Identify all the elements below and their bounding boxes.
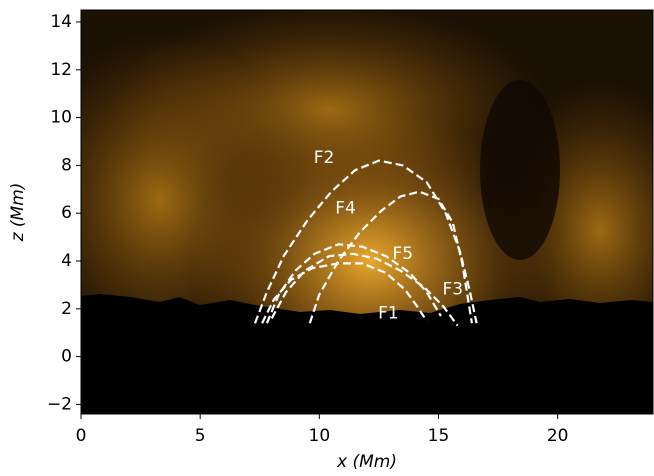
x-tick-label: 20 <box>547 426 569 446</box>
y-tick-label: 6 <box>61 203 72 223</box>
y-axis-label: z (Mm) <box>8 183 28 243</box>
x-tick-label: 10 <box>309 426 331 446</box>
x-axis-label: x (Mm) <box>336 452 397 472</box>
line-label: F1 <box>378 304 399 324</box>
line-label: F4 <box>335 198 356 218</box>
chart: F1F2F3F4F5 x (Mm) z (Mm) 05101520−202468… <box>0 0 654 472</box>
line-label: F2 <box>314 148 335 168</box>
y-tick-label: 10 <box>50 108 72 128</box>
y-tick-label: 8 <box>61 155 72 175</box>
y-tick-label: 12 <box>50 60 72 80</box>
y-tick-label: 0 <box>61 347 72 367</box>
x-tick-label: 5 <box>195 426 206 446</box>
y-tick-label: 2 <box>61 299 72 319</box>
y-tick-label: −2 <box>47 394 72 414</box>
y-tick-label: 4 <box>61 251 72 271</box>
x-tick-label: 15 <box>428 426 450 446</box>
y-tick-label: 14 <box>50 12 72 32</box>
line-label: F5 <box>392 244 413 264</box>
line-label: F3 <box>442 280 463 300</box>
x-tick-label: 0 <box>76 426 87 446</box>
